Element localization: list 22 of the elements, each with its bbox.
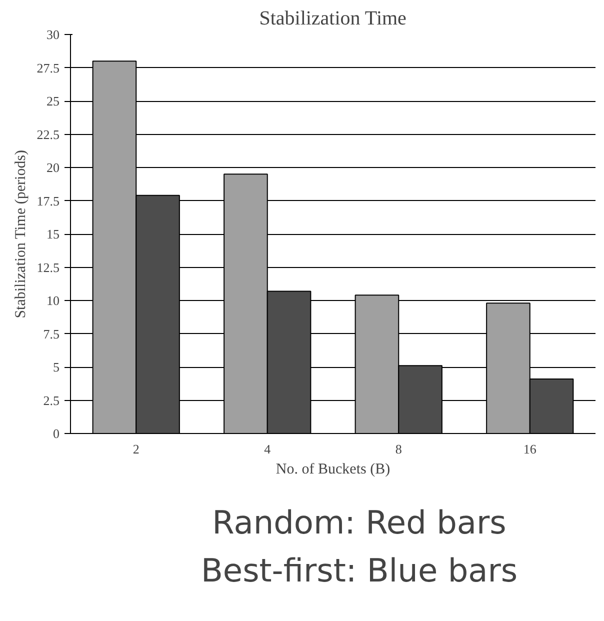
text: Best-first: Blue bars	[200, 552, 518, 590]
y-tick-label: 17.5	[36, 193, 60, 208]
y-tick-label: 20	[46, 160, 60, 175]
y-tick-label: 2.5	[43, 392, 60, 408]
x-tick-label: 2	[132, 442, 140, 456]
y-tick-label: 27.5	[36, 60, 60, 76]
text: Random: Red bars	[212, 504, 506, 542]
y-tick-label: 0	[53, 426, 60, 441]
x-tick-label: 8	[395, 442, 402, 456]
y-tick-label: 7.5	[43, 326, 60, 342]
x-tick-label: 4	[264, 442, 272, 456]
y-tick-label: 5	[53, 360, 60, 374]
y-tick-label: 10	[46, 293, 60, 308]
y-tick-label: 30	[46, 27, 60, 42]
x-tick-label: 16	[523, 442, 537, 456]
y-axis-title: Stabilization Time (periods)	[12, 150, 29, 318]
chart-title: Stabilization Time	[259, 8, 407, 30]
y-tick-label: 15	[46, 226, 60, 242]
y-tick-label: 25	[46, 94, 60, 108]
y-tick-label: 22.5	[36, 126, 60, 142]
x-axis-title: No. of Buckets (B)	[276, 462, 390, 478]
y-tick-label: 12.5	[36, 260, 60, 275]
